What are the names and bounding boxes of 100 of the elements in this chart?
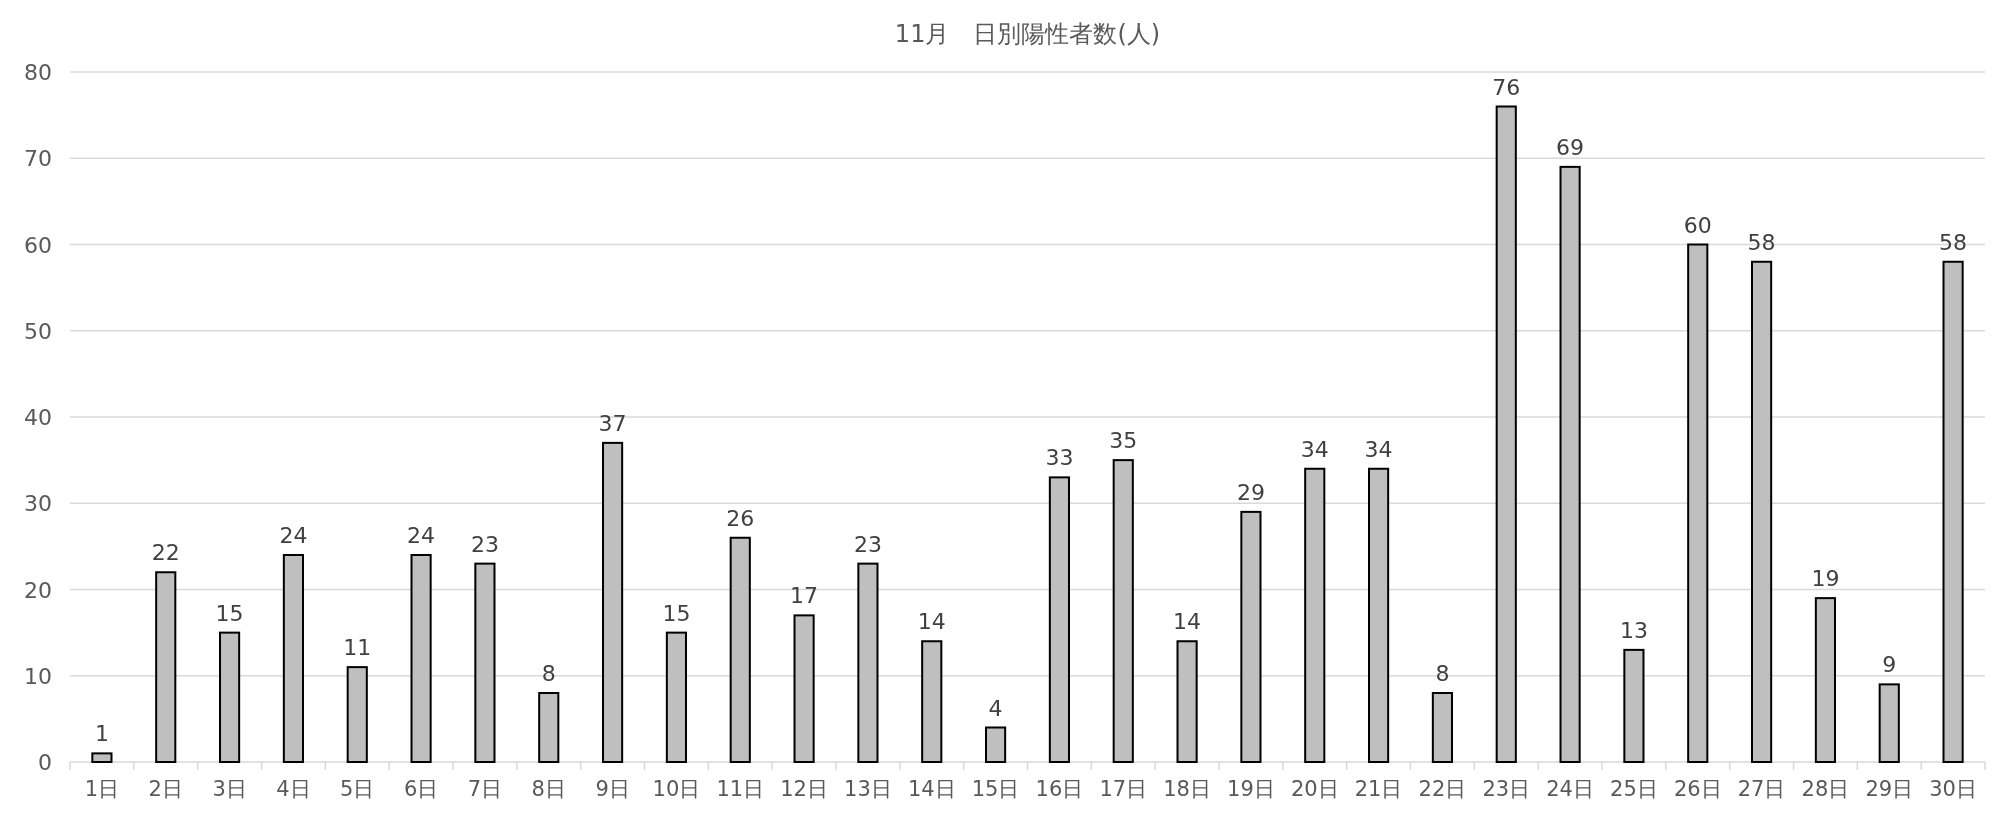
- data-label: 24: [407, 523, 436, 548]
- data-label: 4: [988, 695, 1003, 721]
- x-tick-label: 19日: [1227, 777, 1275, 801]
- bar: [346, 666, 368, 763]
- bar: [538, 692, 560, 763]
- data-label: 17: [790, 583, 819, 609]
- y-tick-label: 0: [38, 750, 52, 775]
- data-label: 19: [1811, 566, 1840, 592]
- data-label: 33: [1045, 445, 1074, 471]
- data-label: 9: [1882, 652, 1897, 678]
- data-label: 15: [215, 600, 244, 626]
- y-tick-label: 60: [24, 232, 52, 258]
- bar: [1048, 476, 1070, 763]
- bar: [1368, 467, 1390, 763]
- x-tick-label: 17日: [1099, 777, 1148, 801]
- data-label: 24: [279, 523, 308, 548]
- y-tick-label: 30: [24, 491, 52, 517]
- data-label: 22: [151, 540, 180, 566]
- data-label: 23: [470, 531, 499, 557]
- x-tick-label: 8日: [531, 777, 566, 801]
- data-label: 58: [1939, 229, 1968, 255]
- bar: [219, 631, 241, 763]
- x-tick-label: 6日: [403, 777, 439, 801]
- x-tick-label: 25日: [1610, 777, 1658, 801]
- x-tick-label: 18日: [1163, 777, 1211, 801]
- x-tick-label: 1日: [84, 777, 120, 801]
- x-tick-label: 7日: [467, 777, 503, 801]
- data-label: 60: [1683, 212, 1712, 238]
- data-label: 37: [598, 410, 627, 436]
- data-label: 76: [1492, 74, 1521, 100]
- chart-title: 11月 日別陽性者数(人): [894, 20, 1161, 48]
- data-label: 58: [1747, 229, 1776, 255]
- bar: [1751, 260, 1773, 763]
- bar: [410, 554, 432, 763]
- data-label: 23: [853, 531, 882, 557]
- x-tick-label: 21日: [1354, 777, 1403, 801]
- bar: [602, 441, 624, 763]
- x-tick-label: 10日: [652, 777, 701, 801]
- bar: [474, 562, 496, 763]
- bar: [1814, 597, 1836, 763]
- y-tick-label: 70: [24, 146, 52, 172]
- data-label: 29: [1236, 479, 1265, 505]
- bar: [985, 726, 1007, 763]
- y-tick-label: 20: [24, 577, 52, 603]
- x-tick-label: 20日: [1290, 777, 1339, 801]
- x-tick-label: 22日: [1418, 777, 1467, 801]
- bar: [793, 614, 815, 763]
- data-label: 34: [1300, 436, 1329, 462]
- x-tick-label: 5日: [340, 777, 375, 801]
- bar: [1240, 510, 1262, 763]
- data-label: 1: [94, 721, 109, 747]
- x-tick-label: 2日: [148, 777, 183, 801]
- bar: [91, 752, 113, 763]
- bar: [1176, 640, 1198, 763]
- data-label: 69: [1556, 134, 1585, 160]
- y-tick-label: 10: [24, 663, 52, 689]
- data-label: 8: [541, 661, 556, 686]
- bar: [857, 562, 879, 763]
- x-tick-label: 15日: [971, 777, 1020, 801]
- data-label: 35: [1109, 428, 1138, 454]
- bar: [282, 554, 304, 763]
- bar: [1559, 165, 1581, 763]
- data-label: 34: [1364, 436, 1393, 462]
- data-label: 14: [917, 609, 946, 635]
- y-tick-label: 80: [24, 60, 52, 85]
- x-tick-label: 28日: [1801, 777, 1850, 801]
- x-tick-label: 30日: [1929, 777, 1977, 801]
- data-label: 13: [1619, 617, 1648, 643]
- y-tick-label: 40: [24, 405, 52, 430]
- data-label: 26: [726, 505, 755, 531]
- x-tick-label: 14日: [907, 777, 956, 801]
- x-tick-label: 24日: [1546, 777, 1594, 801]
- bar: [1112, 459, 1134, 763]
- bar: [921, 640, 943, 763]
- bar: [1431, 692, 1453, 763]
- x-tick-label: 4日: [276, 777, 311, 801]
- y-tick-label: 50: [24, 318, 52, 344]
- x-tick-label: 27日: [1737, 777, 1786, 801]
- x-tick-label: 13日: [844, 777, 892, 801]
- x-tick-label: 16日: [1035, 777, 1084, 801]
- x-tick-label: 26日: [1673, 777, 1722, 801]
- x-tick-label: 9日: [595, 777, 630, 801]
- bar: [1495, 105, 1517, 763]
- x-tick-label: 11日: [716, 777, 765, 801]
- bar: [1878, 683, 1900, 763]
- bar: [1623, 648, 1645, 763]
- x-tick-label: 23日: [1482, 777, 1531, 801]
- bar: [1687, 243, 1709, 763]
- data-label: 8: [1435, 661, 1450, 686]
- bar: [1942, 260, 1964, 763]
- bar: [665, 631, 687, 763]
- x-tick-label: 12日: [780, 777, 828, 801]
- x-tick-label: 3日: [212, 777, 247, 801]
- data-label: 11: [343, 635, 372, 661]
- bar: [729, 536, 751, 763]
- bar: [1304, 467, 1326, 763]
- data-label: 14: [1173, 609, 1202, 635]
- data-label: 15: [662, 600, 691, 626]
- x-tick-label: 29日: [1865, 777, 1914, 801]
- bar: [155, 571, 177, 763]
